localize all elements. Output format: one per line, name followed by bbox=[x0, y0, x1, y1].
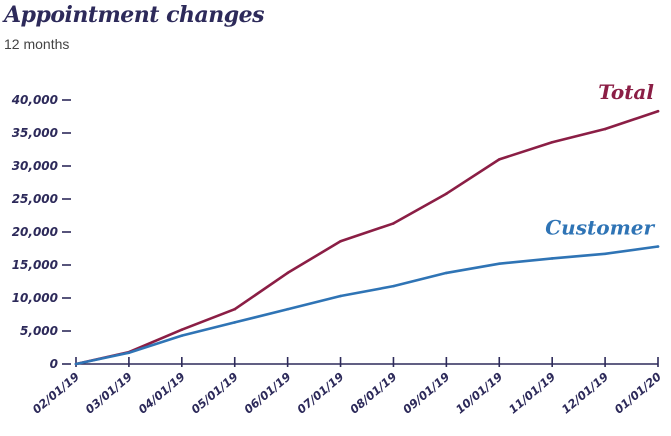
customer-data-point bbox=[339, 294, 342, 298]
x-tick-label: 02/01/19 bbox=[30, 370, 82, 417]
customer-data-point bbox=[233, 321, 237, 324]
x-axis: 02/01/19 03/01/19 04/01/19 05/01/19 06/01/19… bbox=[30, 357, 664, 417]
total-data-point bbox=[445, 192, 448, 196]
total-data-point bbox=[656, 109, 660, 113]
y-tick-label: 0 bbox=[50, 357, 58, 371]
chart-title: Appointment changes bbox=[4, 2, 265, 28]
customer-series-label: Customer bbox=[545, 216, 655, 240]
total-data-point bbox=[497, 158, 501, 161]
x-tick-label: 06/01/19 bbox=[241, 370, 293, 417]
total-data-point bbox=[339, 239, 342, 243]
y-tick-label: 25,000 bbox=[12, 192, 58, 206]
total-data-point bbox=[180, 328, 184, 331]
y-tick-label: 35,000 bbox=[12, 126, 58, 140]
x-tick-label: 01/01/20 bbox=[612, 370, 664, 417]
x-tick-label: 08/01/19 bbox=[347, 370, 399, 417]
customer-series-line bbox=[74, 245, 660, 366]
x-tick-label: 09/01/19 bbox=[400, 370, 452, 417]
total-data-point bbox=[233, 307, 237, 311]
total-data-point bbox=[286, 271, 289, 275]
x-tick-label: 10/01/19 bbox=[453, 370, 505, 417]
total-data-point bbox=[603, 127, 607, 131]
y-tick-label: 30,000 bbox=[12, 159, 58, 173]
customer-data-point bbox=[392, 284, 395, 288]
x-tick-label: 12/01/19 bbox=[559, 370, 611, 417]
total-series-line bbox=[74, 109, 660, 366]
customer-data-point bbox=[74, 362, 78, 366]
y-tick-label: 20,000 bbox=[12, 225, 58, 239]
x-tick-label: 03/01/19 bbox=[83, 370, 135, 417]
total-data-point bbox=[550, 140, 554, 144]
y-tick-label: 10,000 bbox=[12, 291, 58, 305]
customer-data-point bbox=[550, 257, 554, 260]
chart-subtitle: 12 months bbox=[4, 36, 70, 52]
customer-data-point bbox=[286, 307, 289, 311]
total-series-label: Total bbox=[598, 80, 654, 104]
customer-data-point bbox=[656, 245, 660, 248]
series-layer: Total Customer bbox=[74, 80, 660, 366]
customer-data-point bbox=[127, 351, 131, 355]
customer-data-point bbox=[603, 252, 607, 256]
customer-data-point bbox=[497, 262, 501, 265]
x-tick-label: 07/01/19 bbox=[294, 370, 346, 417]
y-tick-label: 40,000 bbox=[11, 93, 58, 107]
y-tick-label: 15,000 bbox=[12, 258, 58, 272]
customer-data-point bbox=[180, 334, 184, 337]
total-data-point bbox=[392, 222, 395, 225]
x-tick-label: 05/01/19 bbox=[188, 370, 240, 417]
y-axis: 0 5,000 10,000 15,000 20,000 25,000 30,000 35,0… bbox=[11, 93, 71, 371]
x-tick-label: 04/01/19 bbox=[136, 370, 188, 417]
x-tick-label: 11/01/19 bbox=[506, 370, 558, 417]
customer-data-point bbox=[445, 271, 448, 275]
y-tick-label: 5,000 bbox=[20, 324, 58, 338]
